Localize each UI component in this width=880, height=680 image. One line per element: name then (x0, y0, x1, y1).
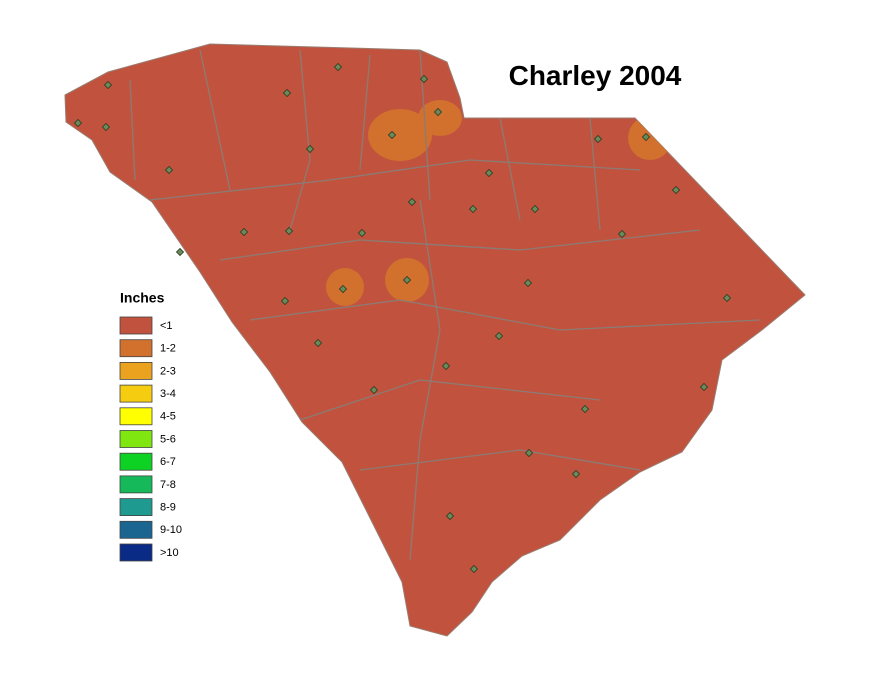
station (699, 382, 709, 392)
station (73, 118, 83, 128)
legend-swatch (119, 498, 153, 517)
station (469, 564, 479, 574)
county-lines (129, 49, 761, 561)
station (617, 229, 627, 239)
station (441, 361, 451, 371)
station (419, 74, 429, 84)
station (671, 185, 681, 195)
station (523, 278, 533, 288)
legend-label: 8-9 (160, 502, 176, 514)
legend-swatch (119, 384, 153, 403)
station (103, 80, 113, 90)
station (571, 469, 581, 479)
station (284, 226, 294, 236)
legend-label: 7-8 (160, 479, 176, 491)
station (387, 130, 397, 140)
station (580, 404, 590, 414)
station (164, 165, 174, 175)
legend-swatch (119, 543, 153, 562)
station (357, 228, 367, 238)
station (445, 511, 455, 521)
legend: <1 1-2 2-3 3-4 4-5 5-6 6-7 7-8 8-9 9-10 >10 (119, 316, 182, 562)
legend-label: >10 (160, 547, 179, 559)
legend-swatch (119, 339, 153, 358)
station (282, 88, 292, 98)
blob (368, 109, 432, 161)
map-title: Charley 2004 (509, 60, 682, 91)
legend-swatch (119, 520, 153, 539)
legend-swatch (119, 452, 153, 471)
station (494, 331, 504, 341)
legend-label: 9-10 (160, 524, 182, 536)
station (239, 227, 249, 237)
legend-label: 5-6 (160, 433, 176, 445)
station (313, 338, 323, 348)
station (407, 197, 417, 207)
legend-label: <1 (160, 320, 173, 332)
legend-label: 6-7 (160, 456, 176, 468)
legend-swatch (119, 316, 153, 335)
stations (73, 62, 732, 574)
legend-title: Inches (120, 290, 165, 306)
station (280, 296, 290, 306)
legend-swatch (119, 407, 153, 426)
station (338, 284, 348, 294)
station (484, 168, 494, 178)
station (530, 204, 540, 214)
station (402, 275, 412, 285)
station (333, 62, 343, 72)
legend-label: 4-5 (160, 411, 176, 423)
legend-label: 2-3 (160, 365, 176, 377)
legend-swatch (119, 361, 153, 380)
blob (628, 116, 672, 160)
station (175, 247, 185, 257)
station (433, 107, 443, 117)
legend-swatch (119, 430, 153, 448)
station (101, 122, 111, 132)
station (369, 385, 379, 395)
state (64, 43, 806, 637)
station (641, 132, 651, 142)
station (722, 293, 732, 303)
legend-label: 1-2 (160, 343, 176, 355)
legend-label: 3-4 (160, 388, 176, 400)
station (524, 448, 534, 458)
legend-swatch (119, 475, 153, 494)
station (468, 204, 478, 214)
station (305, 144, 315, 154)
station (593, 134, 603, 144)
state-shape (64, 43, 806, 637)
blob (418, 100, 462, 136)
